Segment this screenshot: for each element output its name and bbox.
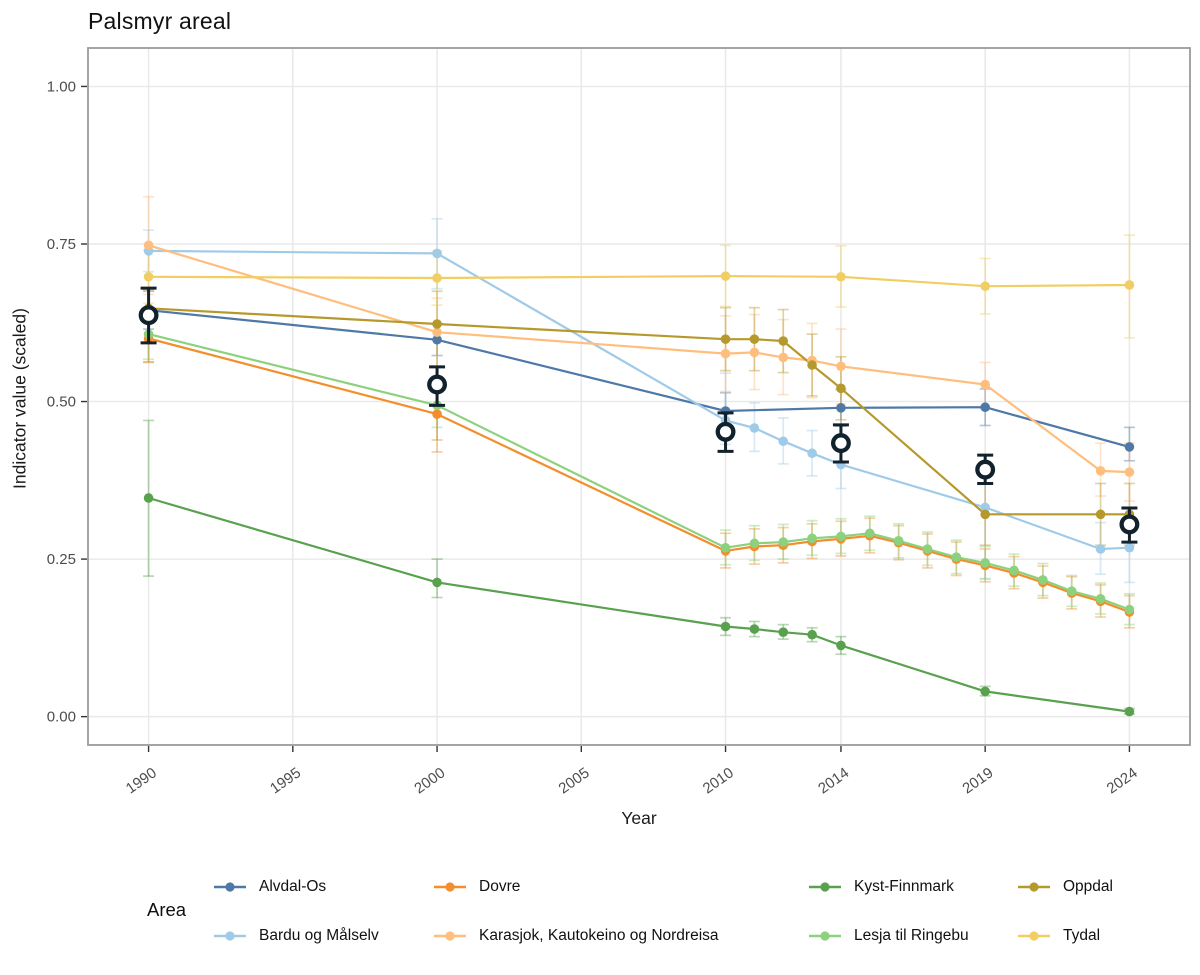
legend-key-icon xyxy=(809,882,841,892)
legend-key-icon xyxy=(809,931,841,941)
legend-item-tydal: Tydal xyxy=(1017,925,1100,947)
legend-key-icon xyxy=(434,931,466,941)
y-axis-label: Indicator value (scaled) xyxy=(9,308,30,489)
legend-title: Area xyxy=(147,899,187,920)
y-axis-ticks: 0.00 0.25 0.50 0.75 1.00 xyxy=(47,78,87,726)
series-points-karasjok-kautokeino-og-nordreisa xyxy=(143,240,1135,477)
series-line-oppdal xyxy=(147,307,1131,516)
legend-item-alvdal-os: Alvdal-Os xyxy=(213,876,326,898)
legend-label: Alvdal-Os xyxy=(259,878,327,895)
svg-text:0.50: 0.50 xyxy=(47,394,76,411)
legend-item-kyst-finnmark: Kyst-Finnmark xyxy=(808,876,954,898)
svg-text:2010: 2010 xyxy=(700,764,737,797)
series-line-karasjok-kautokeino-og-nordreisa xyxy=(147,244,1131,474)
legend-label: Kyst-Finnmark xyxy=(854,878,954,895)
legend-key-icon xyxy=(1018,931,1050,941)
chart-title: Palsmyr areal xyxy=(88,8,232,34)
legend-key-icon xyxy=(214,882,246,892)
panel-border xyxy=(87,47,1191,746)
svg-text:1990: 1990 xyxy=(123,764,160,797)
svg-text:2005: 2005 xyxy=(556,764,593,797)
plot-area: 1990 1995 2000 2005 2010 2014 2019 2024 0.00 0.25… xyxy=(47,47,1191,797)
x-axis-label: Year xyxy=(621,808,657,828)
svg-text:0.00: 0.00 xyxy=(47,709,76,726)
legend-key-icon xyxy=(434,882,466,892)
series-line-kyst-finnmark xyxy=(147,496,1131,713)
legend-label: Lesja til Ringebu xyxy=(854,927,969,944)
legend-item-dovre: Dovre xyxy=(433,876,520,898)
legend-item-karasjok-kautokeino-og-nordreisa: Karasjok, Kautokeino og Nordreisa xyxy=(433,925,719,947)
svg-text:2000: 2000 xyxy=(411,764,448,797)
legend-label: Dovre xyxy=(479,878,521,895)
series-errorbars-bardu-og-m-lselv xyxy=(143,217,1135,584)
series-line-alvdal-os xyxy=(147,309,1131,448)
svg-text:2014: 2014 xyxy=(815,764,852,797)
svg-text:0.75: 0.75 xyxy=(47,236,76,253)
series-points-tydal xyxy=(143,271,1135,292)
svg-text:2024: 2024 xyxy=(1104,764,1141,797)
legend-item-bardu-og-m-lselv: Bardu og Målselv xyxy=(213,925,379,947)
series-points-lesja-til-ringebu xyxy=(143,329,1135,615)
aggregate-points xyxy=(138,286,1140,544)
legend-key-icon xyxy=(214,931,246,941)
legend-item-lesja-til-ringebu: Lesja til Ringebu xyxy=(808,925,969,947)
series-line-bardu-og-m-lselv xyxy=(147,249,1131,551)
gridlines xyxy=(88,48,1190,745)
svg-text:2019: 2019 xyxy=(959,764,996,797)
legend-label: Karasjok, Kautokeino og Nordreisa xyxy=(479,927,719,944)
svg-text:1995: 1995 xyxy=(267,764,304,797)
legend-label: Bardu og Målselv xyxy=(259,927,379,944)
svg-text:1.00: 1.00 xyxy=(47,78,76,95)
series-points-kyst-finnmark xyxy=(143,493,1135,717)
series-line-tydal xyxy=(147,275,1131,288)
legend-item-oppdal: Oppdal xyxy=(1017,876,1113,898)
svg-text:0.25: 0.25 xyxy=(47,551,76,568)
legend-label: Tydal xyxy=(1063,927,1101,944)
x-axis-ticks: 1990 1995 2000 2005 2010 2014 2019 2024 xyxy=(123,746,1141,797)
legend-label: Oppdal xyxy=(1063,878,1113,895)
legend-key-icon xyxy=(1018,882,1050,892)
